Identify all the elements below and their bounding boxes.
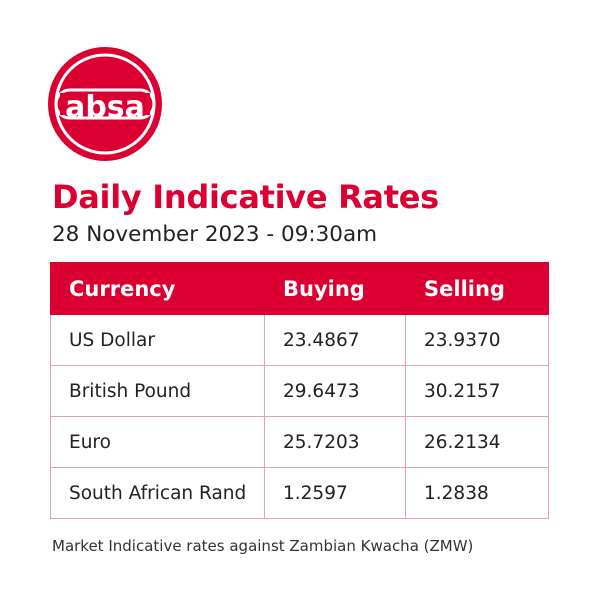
page-title: Daily Indicative Rates (52, 178, 439, 216)
currency-cell: Euro (50, 416, 265, 468)
table-row: US Dollar 23.4867 23.9370 (50, 314, 549, 366)
buying-rate-cell: 1.2597 (264, 467, 406, 519)
table-header-row: Currency Buying Selling (50, 262, 549, 315)
absa-logo-graphic: absa (48, 47, 162, 161)
table-row: British Pound 29.6473 30.2157 (50, 365, 549, 417)
logo-text: absa (65, 90, 145, 125)
currency-cell: South African Rand (50, 467, 265, 519)
buying-rate-cell: 23.4867 (264, 314, 406, 366)
absa-logo: absa (46, 45, 164, 163)
rates-table: Currency Buying Selling US Dollar 23.486… (50, 262, 549, 519)
selling-rate-cell: 1.2838 (405, 467, 549, 519)
buying-rate-cell: 29.6473 (264, 365, 406, 417)
table-row: South African Rand 1.2597 1.2838 (50, 467, 549, 519)
column-header-selling: Selling (405, 262, 549, 315)
footnote: Market Indicative rates against Zambian … (52, 537, 474, 555)
table-row: Euro 25.7203 26.2134 (50, 416, 549, 468)
column-header-buying: Buying (264, 262, 406, 315)
column-header-currency: Currency (50, 262, 265, 315)
buying-rate-cell: 25.7203 (264, 416, 406, 468)
selling-rate-cell: 23.9370 (405, 314, 549, 366)
selling-rate-cell: 30.2157 (405, 365, 549, 417)
currency-cell: US Dollar (50, 314, 265, 366)
date-time: 28 November 2023 - 09:30am (52, 222, 378, 247)
currency-cell: British Pound (50, 365, 265, 417)
selling-rate-cell: 26.2134 (405, 416, 549, 468)
